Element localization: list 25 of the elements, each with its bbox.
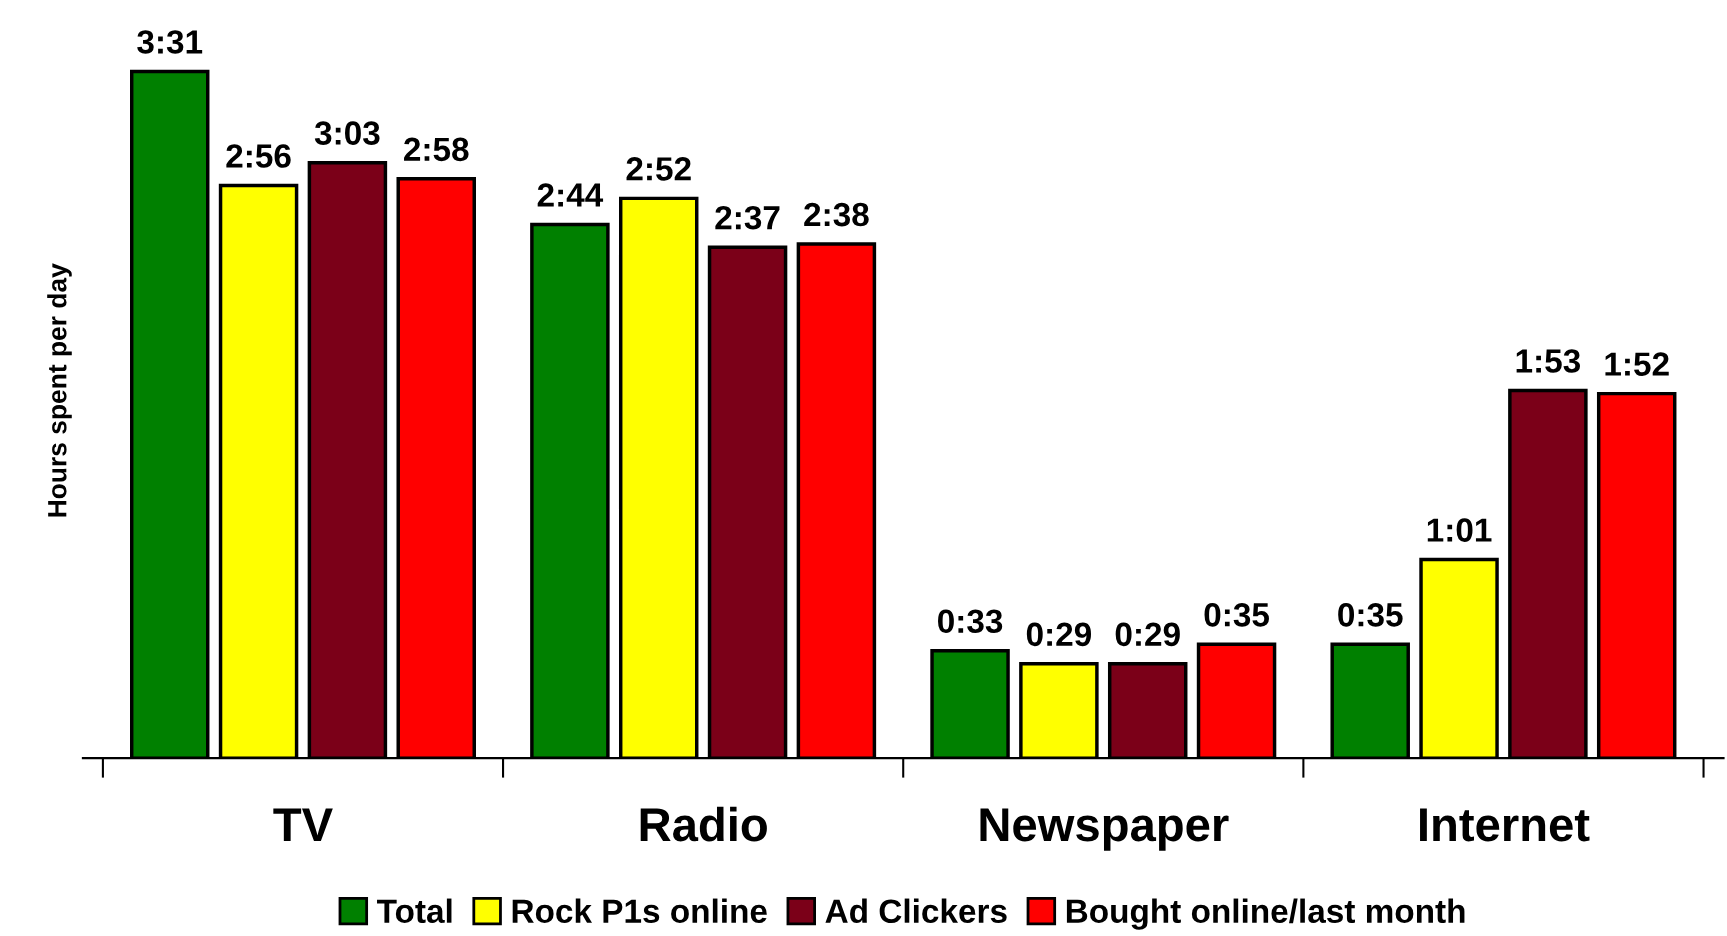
legend-label: Rock P1s online <box>512 898 767 924</box>
y-axis-title: Hours spent per day <box>47 263 72 517</box>
data-label: 0:35 <box>1338 603 1403 627</box>
x-tick-label: Radio <box>640 806 767 842</box>
data-label: 2:44 <box>537 183 604 207</box>
data-label: 0:33 <box>938 609 1003 634</box>
data-label: 1:01 <box>1427 518 1492 542</box>
data-label: 0:29 <box>1026 622 1092 647</box>
data-label: 0:35 <box>1204 603 1269 627</box>
data-label: 3:03 <box>314 121 380 145</box>
x-tick-label: TV <box>273 808 333 841</box>
x-tick-label: Newspaper <box>980 808 1229 851</box>
legend-label: Ad Clickers <box>825 898 1007 924</box>
data-label: 2:52 <box>626 157 691 181</box>
legend-label: Total <box>377 898 452 924</box>
data-label: 3:31 <box>137 30 203 54</box>
data-label: 2:56 <box>226 144 291 168</box>
data-label: 2:38 <box>804 202 869 227</box>
data-label: 1:52 <box>1605 352 1669 376</box>
data-label: 2:58 <box>404 137 469 162</box>
data-label: 1:53 <box>1516 349 1581 373</box>
data-label: 0:29 <box>1115 622 1180 647</box>
legend-label: Bought online/last month <box>1066 898 1465 930</box>
x-tick-label: Internet <box>1420 808 1590 842</box>
data-label: 2:37 <box>715 205 780 230</box>
